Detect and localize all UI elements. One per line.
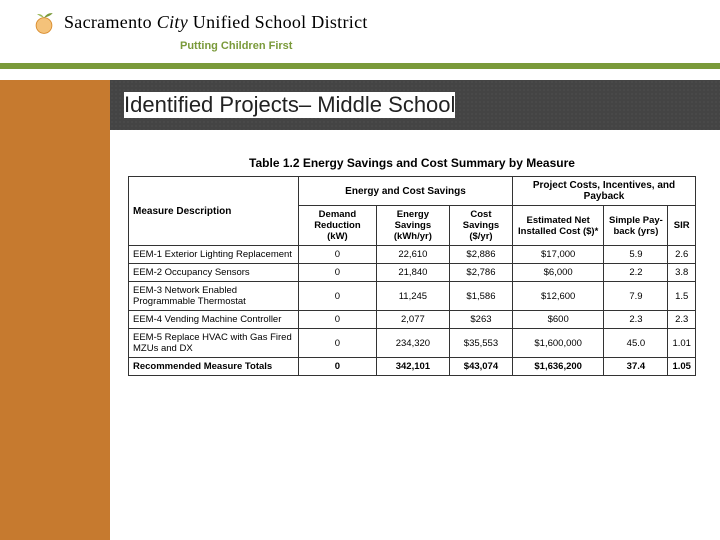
side-accent xyxy=(0,130,110,540)
col-cost: Cost Savings ($/yr) xyxy=(449,206,512,246)
cell-measure: EEM-4 Vending Machine Controller xyxy=(129,311,299,329)
cell-installed: $1,600,000 xyxy=(512,329,603,358)
cell-energy: 11,245 xyxy=(376,282,449,311)
district-name-part3: Unified School District xyxy=(193,12,368,32)
cell-cost: $43,074 xyxy=(449,358,512,376)
cell-sir: 3.8 xyxy=(668,264,696,282)
cell-payback: 2.3 xyxy=(604,311,668,329)
cell-cost: $2,786 xyxy=(449,264,512,282)
cell-installed: $600 xyxy=(512,311,603,329)
title-accent xyxy=(0,80,110,130)
district-name: Sacramento City Unified School District xyxy=(64,12,368,33)
cell-measure: EEM-1 Exterior Lighting Replacement xyxy=(129,246,299,264)
title-row: Identified Projects– Middle School xyxy=(0,80,720,130)
cell-sir: 1.05 xyxy=(668,358,696,376)
cell-payback: 45.0 xyxy=(604,329,668,358)
cell-demand: 0 xyxy=(299,282,377,311)
cell-cost: $263 xyxy=(449,311,512,329)
group-energy-cost: Energy and Cost Savings xyxy=(299,177,513,206)
peach-icon xyxy=(30,8,58,36)
cell-measure: Recommended Measure Totals xyxy=(129,358,299,376)
cell-sir: 2.6 xyxy=(668,246,696,264)
table-row: EEM-3 Network Enabled Programmable Therm… xyxy=(129,282,696,311)
table-row: EEM-5 Replace HVAC with Gas Fired MZUs a… xyxy=(129,329,696,358)
cell-demand: 0 xyxy=(299,358,377,376)
cell-measure: EEM-5 Replace HVAC with Gas Fired MZUs a… xyxy=(129,329,299,358)
cell-demand: 0 xyxy=(299,246,377,264)
main-panel: Table 1.2 Energy Savings and Cost Summar… xyxy=(110,130,720,540)
cell-energy: 342,101 xyxy=(376,358,449,376)
title-background: Identified Projects– Middle School xyxy=(110,80,720,130)
cell-demand: 0 xyxy=(299,329,377,358)
group-project-costs: Project Costs, Incentives, and Payback xyxy=(512,177,695,206)
cell-payback: 7.9 xyxy=(604,282,668,311)
cell-sir: 1.01 xyxy=(668,329,696,358)
cell-installed: $6,000 xyxy=(512,264,603,282)
district-name-part1: Sacramento xyxy=(64,12,152,32)
district-name-part2: City xyxy=(157,12,188,32)
table-totals-row: Recommended Measure Totals 0 342,101 $43… xyxy=(129,358,696,376)
table-title: Table 1.2 Energy Savings and Cost Summar… xyxy=(128,156,696,170)
cell-cost: $1,586 xyxy=(449,282,512,311)
col-measure: Measure Description xyxy=(129,177,299,246)
table-row: EEM-4 Vending Machine Controller 0 2,077… xyxy=(129,311,696,329)
tagline: Putting Children First xyxy=(180,40,292,52)
header: Sacramento City Unified School District … xyxy=(0,0,720,70)
cell-sir: 2.3 xyxy=(668,311,696,329)
cell-installed: $1,636,200 xyxy=(512,358,603,376)
savings-table: Measure Description Energy and Cost Savi… xyxy=(128,176,696,376)
cell-demand: 0 xyxy=(299,311,377,329)
cell-demand: 0 xyxy=(299,264,377,282)
col-installed: Estimated Net Installed Cost ($)* xyxy=(512,206,603,246)
cell-installed: $12,600 xyxy=(512,282,603,311)
cell-cost: $35,553 xyxy=(449,329,512,358)
cell-installed: $17,000 xyxy=(512,246,603,264)
accent-bar xyxy=(0,63,720,69)
col-sir: SIR xyxy=(668,206,696,246)
district-logo: Sacramento City Unified School District xyxy=(30,8,368,36)
cell-cost: $2,886 xyxy=(449,246,512,264)
table-row: EEM-1 Exterior Lighting Replacement 0 22… xyxy=(129,246,696,264)
table-group-header-row: Measure Description Energy and Cost Savi… xyxy=(129,177,696,206)
cell-energy: 21,840 xyxy=(376,264,449,282)
cell-payback: 37.4 xyxy=(604,358,668,376)
cell-sir: 1.5 xyxy=(668,282,696,311)
col-payback: Simple Pay-back (yrs) xyxy=(604,206,668,246)
cell-payback: 5.9 xyxy=(604,246,668,264)
cell-measure: EEM-2 Occupancy Sensors xyxy=(129,264,299,282)
cell-measure: EEM-3 Network Enabled Programmable Therm… xyxy=(129,282,299,311)
cell-payback: 2.2 xyxy=(604,264,668,282)
table-body: EEM-1 Exterior Lighting Replacement 0 22… xyxy=(129,246,696,376)
content: Table 1.2 Energy Savings and Cost Summar… xyxy=(0,130,720,540)
cell-energy: 22,610 xyxy=(376,246,449,264)
table-row: EEM-2 Occupancy Sensors 0 21,840 $2,786 … xyxy=(129,264,696,282)
cell-energy: 2,077 xyxy=(376,311,449,329)
cell-energy: 234,320 xyxy=(376,329,449,358)
page-title: Identified Projects– Middle School xyxy=(124,92,455,118)
col-energy: Energy Savings (kWh/yr) xyxy=(376,206,449,246)
col-demand: Demand Reduction (kW) xyxy=(299,206,377,246)
